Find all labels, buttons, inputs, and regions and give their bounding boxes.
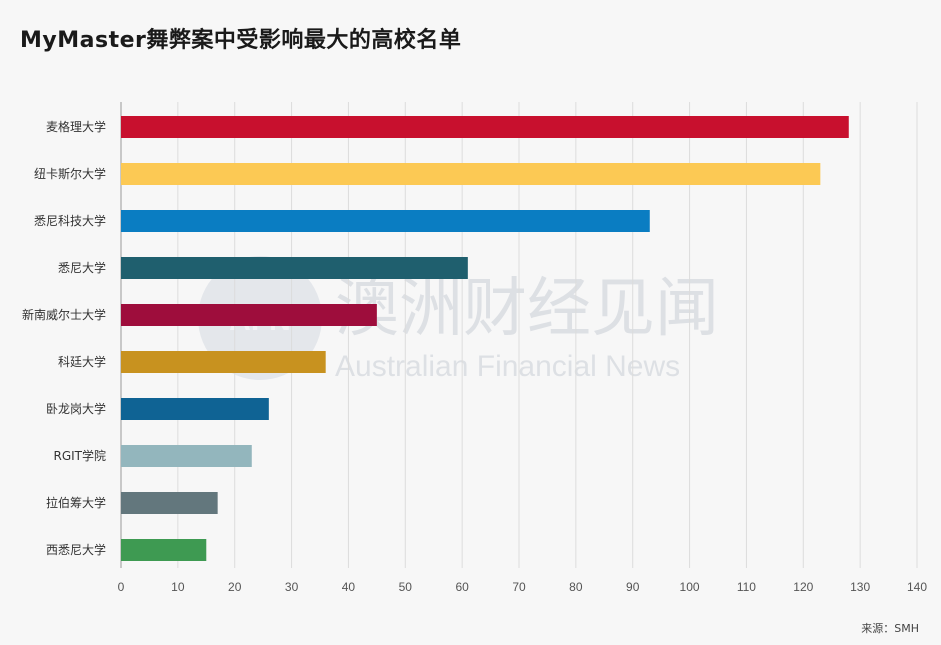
x-tick-label: 50 xyxy=(399,580,413,594)
category-label: 悉尼科技大学 xyxy=(34,213,106,228)
x-tick-label: 120 xyxy=(793,580,813,594)
bar xyxy=(121,539,207,561)
x-axis-ticks: 0 10 20 30 40 50 60 70 80 90 100 110 120 130 140 xyxy=(118,580,928,594)
x-tick-label: 20 xyxy=(228,580,242,594)
category-label: 纽卡斯尔大学 xyxy=(34,166,106,181)
category-label: 新南威尔士大学 xyxy=(22,307,106,322)
category-label: 西悉尼大学 xyxy=(46,542,106,557)
chart-title: MyMaster舞弊案中受影响最大的高校名单 xyxy=(20,28,462,53)
bar xyxy=(121,445,252,467)
category-label: 拉伯筹大学 xyxy=(46,495,106,510)
bar xyxy=(121,304,377,326)
category-label: 麦格理大学 xyxy=(46,119,106,134)
x-tick-label: 100 xyxy=(680,580,700,594)
bar xyxy=(121,163,821,185)
x-tick-label: 90 xyxy=(626,580,640,594)
category-label: 悉尼大学 xyxy=(58,260,106,275)
bars xyxy=(121,116,849,561)
watermark-cn: 澳洲财经见闻 xyxy=(335,272,719,346)
source-note: 来源：SMH xyxy=(861,622,919,635)
x-tick-label: 40 xyxy=(342,580,356,594)
x-tick-label: 60 xyxy=(455,580,469,594)
x-tick-label: 0 xyxy=(118,580,125,594)
x-tick-label: 70 xyxy=(512,580,526,594)
category-label: 科廷大学 xyxy=(58,354,106,369)
bar xyxy=(121,351,326,373)
x-tick-label: 130 xyxy=(850,580,870,594)
watermark-en: Australian Financial News xyxy=(335,350,680,383)
bar xyxy=(121,492,218,514)
x-tick-label: 140 xyxy=(907,580,927,594)
x-tick-label: 110 xyxy=(737,580,756,594)
x-tick-label: 10 xyxy=(171,580,185,594)
bar xyxy=(121,398,269,420)
bar xyxy=(121,116,849,138)
x-tick-label: 80 xyxy=(569,580,583,594)
category-label: RGIT学院 xyxy=(53,448,106,463)
x-tick-label: 30 xyxy=(285,580,299,594)
bar xyxy=(121,210,650,232)
bar xyxy=(121,257,468,279)
category-label: 卧龙岗大学 xyxy=(46,401,106,416)
